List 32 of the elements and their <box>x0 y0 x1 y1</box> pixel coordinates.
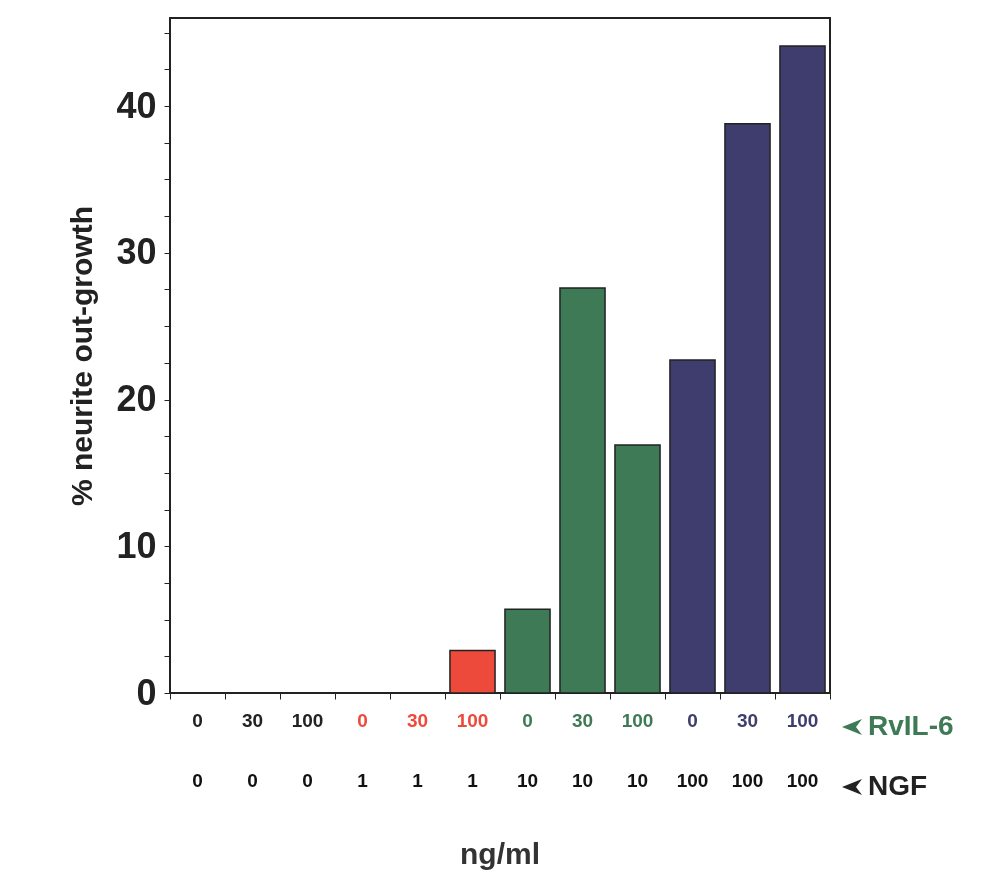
text: 10 <box>516 770 539 791</box>
x-tick-label: 30 <box>736 710 759 731</box>
y-axis-title: % neurite out-growth <box>65 206 99 506</box>
y-tick-label: 20 <box>116 378 157 420</box>
x-tick-label: 100 <box>621 710 654 731</box>
x-tick-label: 30 <box>406 710 429 731</box>
text: 10 <box>571 770 594 791</box>
text: 1 <box>357 770 369 791</box>
x-tick-label: 30 <box>571 710 594 731</box>
text: 10 <box>626 770 649 791</box>
text: 1 <box>412 770 424 791</box>
text: NGF <box>868 770 928 802</box>
text: 100 <box>676 770 709 791</box>
x-tick-label: 0 <box>192 710 203 731</box>
text: 0 <box>192 770 203 791</box>
text: 100 <box>786 770 819 791</box>
x-tick-label: 100 <box>291 710 324 731</box>
x-tick-label: 100 <box>786 710 819 731</box>
text: RvIL-6 <box>868 710 954 742</box>
x-tick-label: 100 <box>456 710 489 731</box>
text: 0 <box>302 770 313 791</box>
y-tick-label: 40 <box>116 84 157 126</box>
text: 1 <box>467 770 479 791</box>
x-tick-label: 0 <box>522 710 533 731</box>
y-tick-label: 30 <box>116 231 157 273</box>
x-tick-label: 30 <box>241 710 264 731</box>
y-tick-label: 10 <box>116 524 157 566</box>
x-tick-label: 0 <box>357 710 368 731</box>
x-axis-title: ng/ml <box>460 837 540 870</box>
text: 0 <box>247 770 258 791</box>
text: 100 <box>731 770 764 791</box>
x-tick-label: 0 <box>687 710 698 731</box>
